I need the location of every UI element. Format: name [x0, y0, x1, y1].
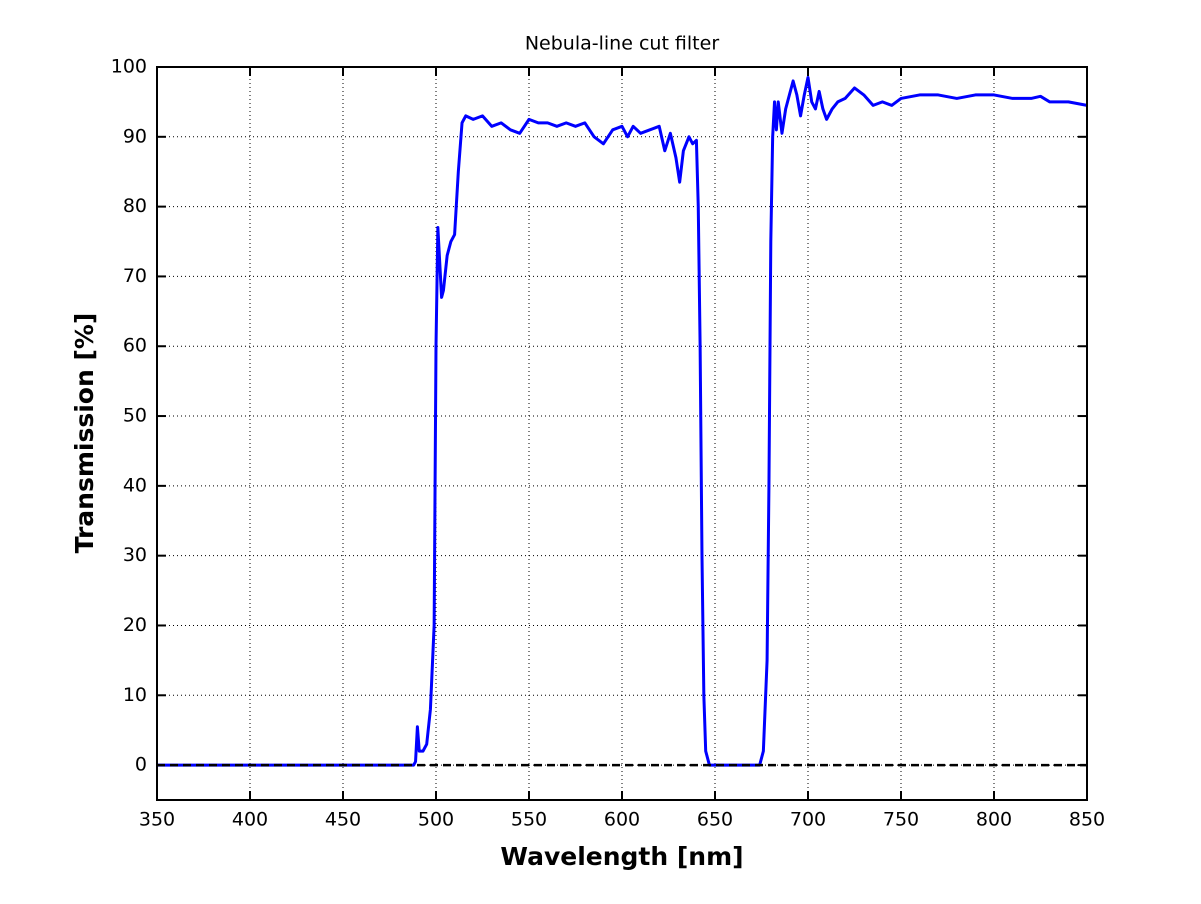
y-axis-label: Transmission [%]	[70, 313, 99, 554]
plot-frame	[156, 66, 1088, 801]
x-tick-label: 450	[325, 809, 361, 831]
x-tick-label: 650	[697, 809, 733, 831]
y-tick-label: 70	[123, 265, 147, 287]
x-tick-label: 400	[232, 809, 268, 831]
y-tick-label: 10	[123, 684, 147, 706]
x-tick-label: 600	[604, 809, 640, 831]
x-axis-label: Wavelength [nm]	[500, 842, 743, 871]
x-tick-label: 500	[418, 809, 454, 831]
y-tick-label: 90	[123, 125, 147, 147]
x-tick-label: 850	[1069, 809, 1105, 831]
y-tick-label: 50	[123, 405, 147, 427]
x-tick-label: 750	[883, 809, 919, 831]
x-tick-label: 800	[976, 809, 1012, 831]
y-tick-label: 30	[123, 544, 147, 566]
y-tick-label: 40	[123, 474, 147, 496]
y-tick-label: 60	[123, 335, 147, 357]
chart-title: Nebula-line cut filter	[525, 33, 719, 55]
y-tick-label: 80	[123, 195, 147, 217]
x-tick-label: 700	[790, 809, 826, 831]
y-tick-label: 0	[135, 754, 147, 776]
x-tick-label: 350	[139, 809, 175, 831]
y-tick-label: 100	[111, 56, 147, 78]
data-line	[157, 75, 1088, 767]
y-tick-label: 20	[123, 614, 147, 636]
x-tick-label: 550	[511, 809, 547, 831]
